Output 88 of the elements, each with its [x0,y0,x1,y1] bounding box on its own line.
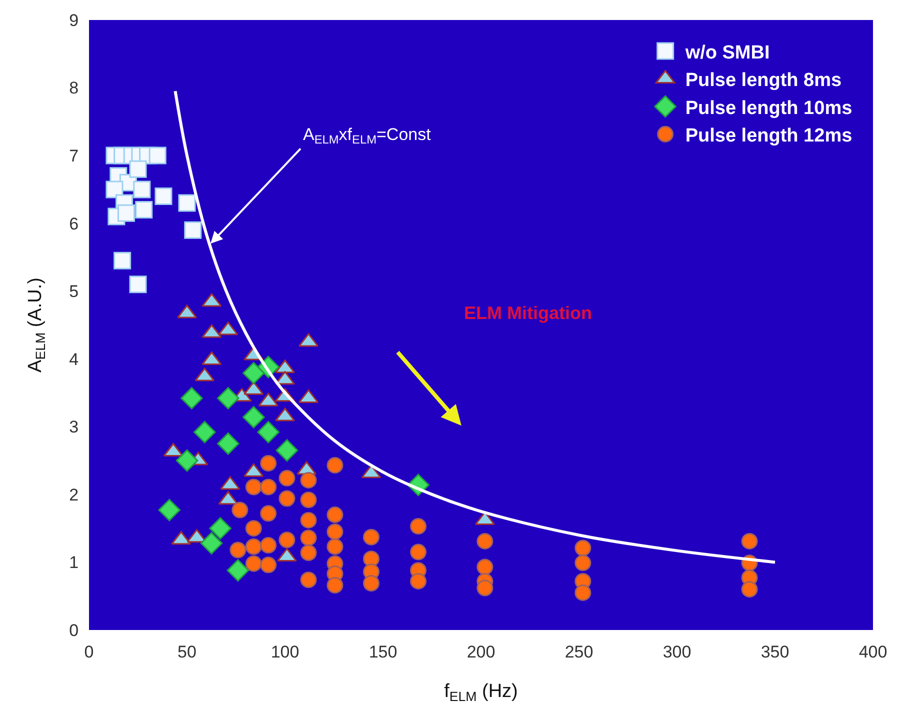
annotation: ELM Mitigation [464,303,592,323]
x-tick-label: 400 [858,642,888,662]
y-tick-label: 4 [69,350,79,369]
y-tick-label: 0 [69,620,79,640]
legend-label: Pulse length 8ms [685,70,842,92]
point [232,502,248,518]
point [193,420,216,444]
point [257,420,280,444]
point [574,540,592,556]
point [245,555,262,572]
point [276,439,298,462]
point [410,544,427,560]
point [362,528,380,546]
x-tick-label: 300 [662,642,692,662]
legend-label: Pulse length 12ms [685,126,852,147]
x-tick-label: 250 [564,642,594,662]
x-tick-label: 0 [84,642,94,662]
point [245,520,262,537]
point [209,517,232,540]
point [154,187,172,205]
point [129,276,147,294]
point [300,544,317,561]
point [129,160,147,178]
point [410,518,427,535]
x-tick-label: 100 [270,642,300,662]
point [476,532,494,550]
point [242,362,265,384]
point [200,532,223,554]
point [184,221,202,239]
y-tick-label: 3 [69,418,79,437]
y-tick-label: 5 [69,282,79,302]
point [260,537,277,554]
point [476,558,494,576]
x-tick-label: 50 [178,642,196,662]
point [176,449,198,472]
y-tick-label: 6 [69,214,79,234]
point [178,194,196,212]
point [133,180,151,198]
point [362,574,380,592]
point [242,406,265,428]
point [148,146,166,164]
annotation: A$_{ELM}$xf$_{ELM}$=Const [303,125,432,147]
x-tick-label: 150 [368,642,398,662]
point [106,180,124,198]
y-tick-label: 8 [69,78,79,98]
point [217,432,240,455]
point [278,532,296,548]
point [326,506,344,524]
point [217,387,240,410]
point [300,530,317,546]
point [300,492,317,508]
point [326,457,344,474]
point [158,498,181,522]
point [476,580,494,596]
point [230,542,246,558]
y-tick-label: 7 [69,146,79,166]
legend-label: w/o SMBI [684,42,770,64]
x-tick-label: 200 [466,642,496,662]
point [245,478,262,496]
x-tick-label: 350 [760,642,790,662]
point [226,559,250,582]
point [260,556,277,574]
y-tick-label: 2 [69,485,79,504]
y-tick-label: 1 [69,553,79,572]
y-tick-label: 9 [69,10,79,30]
point [410,572,427,590]
point [326,538,344,555]
point [326,523,344,540]
point [180,387,203,410]
point [260,455,277,472]
point [300,472,317,488]
x-axis-title: f$_{ELM}$ (Hz) [444,681,518,704]
point [574,554,592,572]
point [278,490,296,507]
point [574,584,592,601]
point [114,252,132,270]
point [260,505,277,522]
point [135,201,153,219]
point [741,581,758,598]
legend-label: Pulse length 10ms [685,98,852,119]
point [741,532,758,550]
point [326,577,344,594]
point [260,478,277,496]
point [245,538,262,555]
point [117,204,135,222]
point [300,512,317,528]
point [300,572,317,588]
point [278,470,296,486]
